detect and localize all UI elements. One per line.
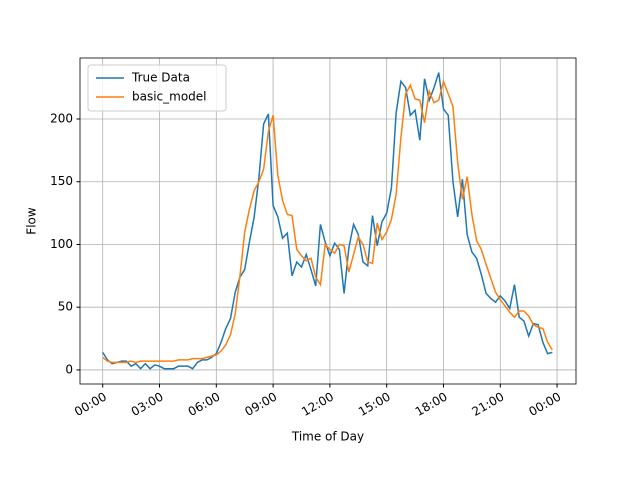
x-tick-label: 12:00 [299, 390, 336, 419]
x-tick-label: 21:00 [470, 390, 507, 419]
y-tick-label: 200 [50, 111, 73, 125]
legend-box [87, 64, 227, 112]
data-line [102, 72, 553, 370]
plot-frame [79, 57, 577, 385]
y-tick-label: 100 [50, 237, 73, 251]
x-tick-label: 00:00 [526, 390, 563, 419]
x-tick-label: 15:00 [356, 390, 393, 419]
data-line [102, 78, 553, 364]
x-tick-label: 09:00 [242, 390, 279, 419]
y-tick-label: 0 [65, 362, 73, 376]
x-tick-label: 03:00 [129, 390, 166, 419]
x-tick-label: 18:00 [413, 390, 450, 419]
legend: True Data basic_model [87, 64, 227, 112]
legend-label: True Data [131, 71, 190, 85]
y-tick-label: 150 [50, 174, 73, 188]
x-tick-label: 06:00 [186, 390, 223, 419]
legend-label: basic_model [132, 90, 207, 104]
x-axis-label: Time of Day [291, 430, 364, 444]
x-tick-label: 00:00 [72, 390, 109, 419]
y-axis-label: Flow [25, 207, 39, 235]
y-tick-label: 50 [58, 300, 73, 314]
